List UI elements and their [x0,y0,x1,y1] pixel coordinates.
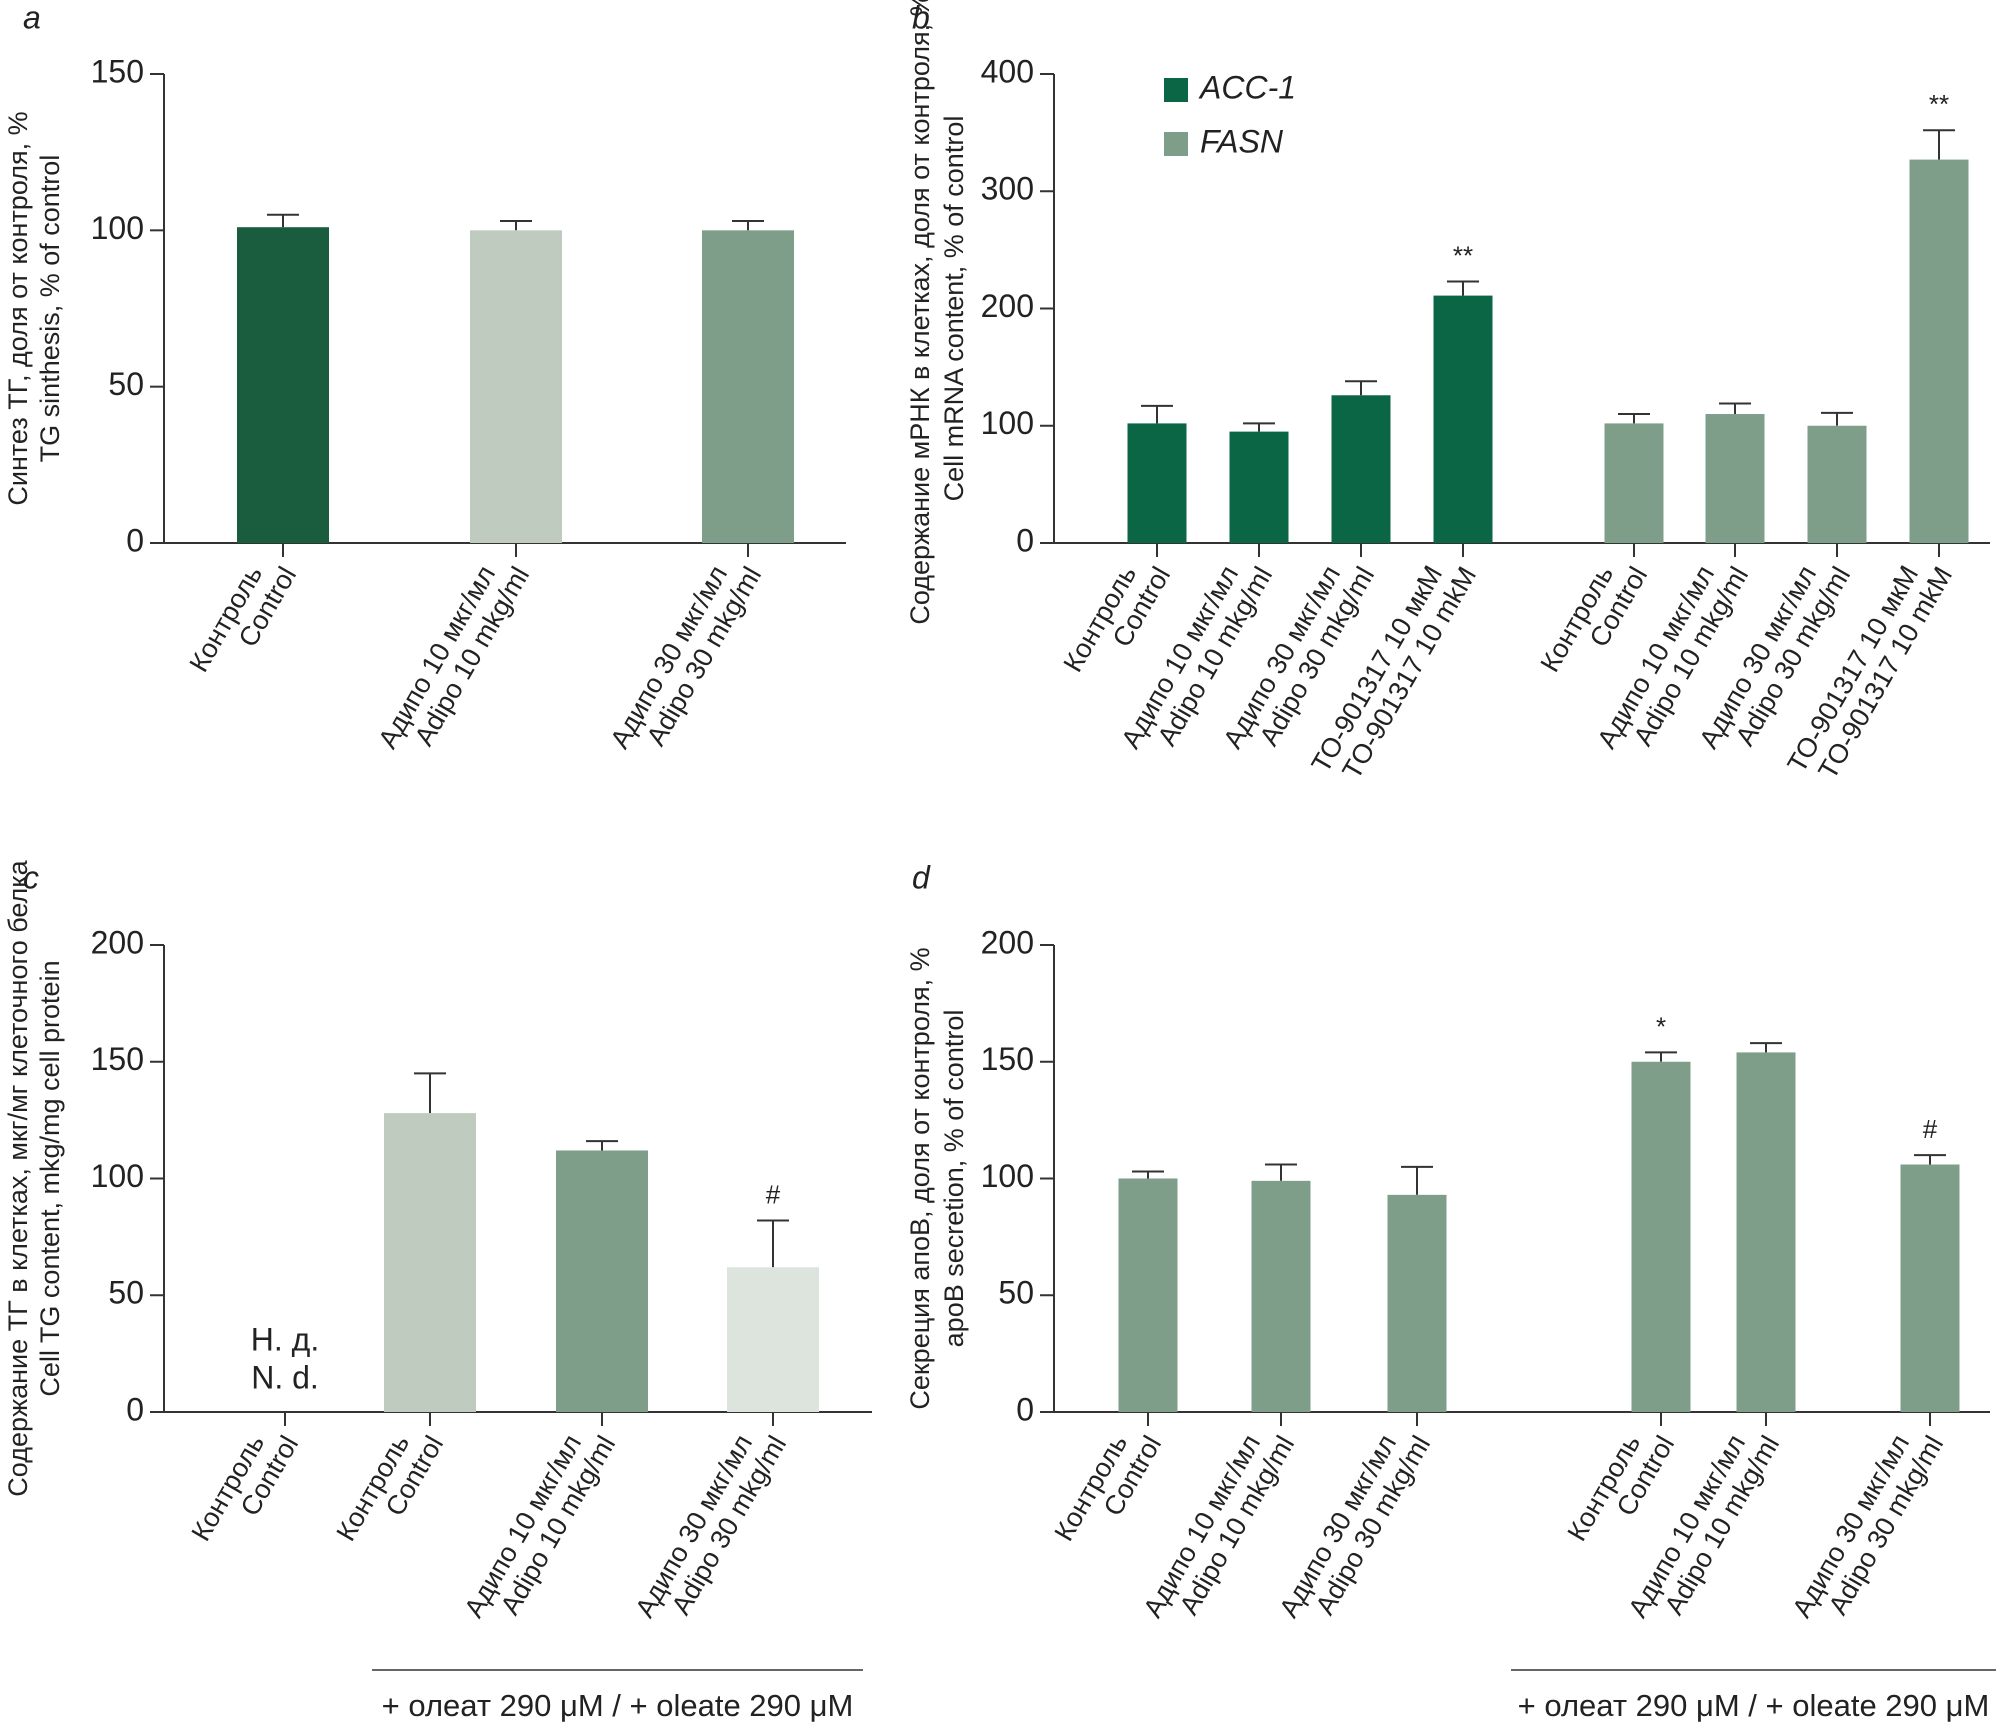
panel-letter: b [912,0,930,35]
legend-swatch [1164,78,1188,102]
y-axis-title: Синтез ТГ, доля от контроля, % [3,111,33,505]
annotation: * [1656,1011,1666,1041]
bar [237,227,329,543]
bar [702,230,794,544]
bar [1229,431,1289,543]
y-tick-label: 150 [91,53,144,89]
group-label: + олеат 290 μM / + oleate 290 μM [382,1688,854,1723]
panel-letter: d [912,859,931,895]
annotation: ** [1929,89,1949,119]
y-axis-title: Содержание мРНК в клетках, доля от контр… [905,0,935,625]
y-tick-label: 100 [981,405,1034,441]
bar [1807,425,1867,543]
legend-label: FASN [1200,123,1284,159]
y-axis-title: Cell mRNA content, % of control [939,116,969,502]
bar [470,230,562,544]
y-tick-label: 100 [91,1158,144,1194]
y-tick-label: 150 [981,1041,1034,1077]
annotation: # [766,1179,781,1209]
y-axis-title: TG sinthesis, % of control [35,155,65,463]
annotation: Н. д. [251,1321,319,1357]
y-tick-label: 100 [981,1158,1034,1194]
y-tick-label: 0 [1016,522,1034,558]
panel-letter: c [23,859,39,895]
bar [1118,1178,1178,1412]
y-tick-label: 0 [126,522,144,558]
y-axis-title: Cell TG content, mkg/mg cell protein [35,960,65,1396]
y-tick-label: 300 [981,171,1034,207]
bar [1251,1180,1311,1412]
group-label: + олеат 290 μM / + oleate 290 μM [1518,1688,1990,1723]
y-tick-label: 50 [108,1275,144,1311]
y-tick-label: 200 [981,288,1034,324]
bar [1127,423,1187,543]
annotation: ** [1453,240,1473,270]
bar [1736,1052,1796,1412]
bar [1387,1194,1447,1412]
y-tick-label: 50 [998,1275,1034,1311]
legend-swatch [1164,132,1188,156]
bar [1705,414,1765,543]
y-tick-label: 200 [91,924,144,960]
annotation: N. d. [251,1359,319,1395]
legend-label: ACC-1 [1198,69,1296,105]
annotation: # [1923,1114,1938,1144]
y-tick-label: 0 [1016,1391,1034,1427]
y-axis-title: Секреция апоВ, доля от контроля, % [905,947,935,1409]
y-tick-label: 100 [91,210,144,246]
bar [556,1150,648,1412]
bar [384,1113,476,1412]
bar [727,1267,819,1412]
y-axis-title: Содержание ТГ в клетках, мкг/мг клеточно… [3,859,33,1496]
y-tick-label: 400 [981,53,1034,89]
bar [1433,295,1493,543]
y-axis-title: apoB secretion, % of control [939,1010,969,1348]
bar [1331,395,1391,543]
panel-letter: a [23,0,41,35]
y-tick-label: 200 [981,924,1034,960]
y-tick-label: 0 [126,1391,144,1427]
y-tick-label: 50 [108,366,144,402]
y-tick-label: 150 [91,1041,144,1077]
bar [1900,1164,1960,1412]
bar [1631,1061,1691,1412]
bar [1604,423,1664,543]
bar [1909,159,1969,543]
